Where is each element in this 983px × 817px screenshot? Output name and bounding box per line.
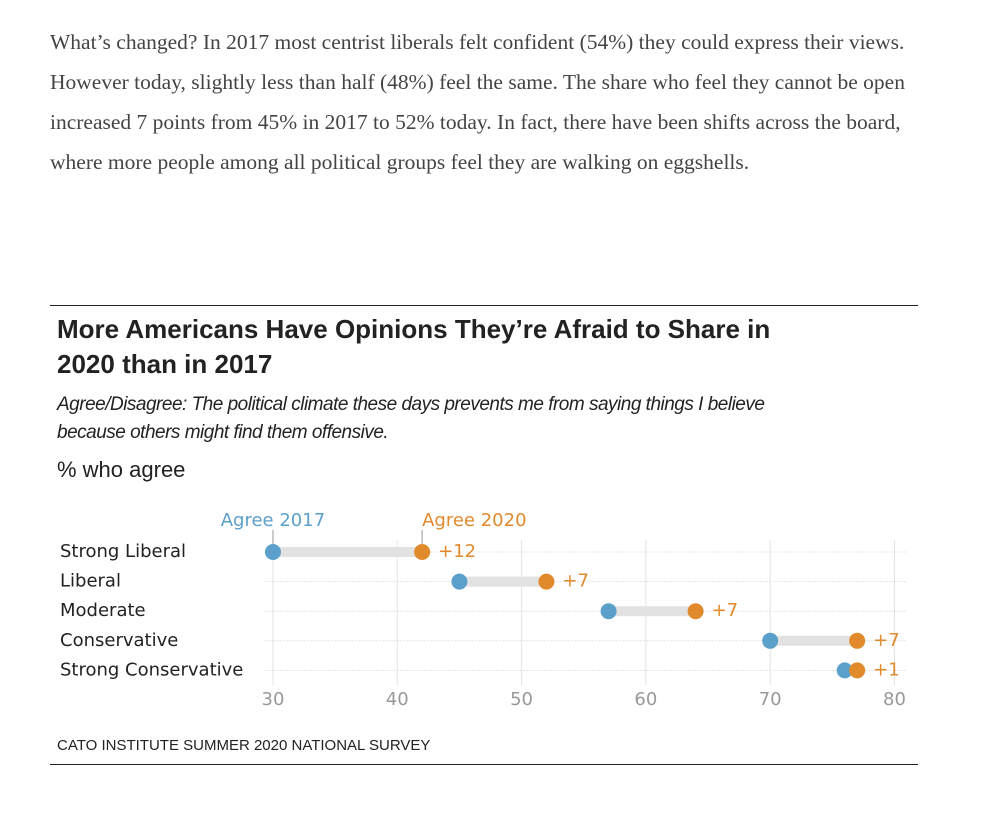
source: CATO INSTITUTE SUMMER 2020 NATIONAL SURV… [57, 737, 431, 754]
change-label: +12 [438, 541, 476, 562]
dot [538, 573, 555, 590]
x-tick-label: 70 [759, 689, 782, 710]
x-tick-label: 60 [634, 689, 657, 710]
dot [600, 603, 617, 620]
chart-title: More Americans Have Opinions They’re Afr… [57, 314, 771, 379]
dot [451, 573, 468, 590]
x-tick-label: 40 [386, 689, 409, 710]
category-label: Strong Liberal [60, 541, 186, 562]
change-label: +7 [562, 571, 589, 592]
article-paragraph: What’s changed? In 2017 most centrist li… [50, 30, 905, 174]
connector [272, 547, 423, 557]
axis-label: % who agree [57, 457, 186, 482]
x-tick-label: 80 [883, 689, 906, 710]
legend-label: Agree 2017 [221, 510, 325, 531]
category-label: Moderate [60, 600, 146, 621]
change-label: +1 [873, 659, 900, 680]
dot [687, 603, 704, 620]
dot [849, 632, 866, 649]
x-tick-label: 30 [262, 689, 285, 710]
bottom-rule [50, 764, 918, 765]
dot [264, 544, 281, 560]
x-tick-label: 50 [510, 689, 533, 710]
connector [608, 606, 696, 617]
dot [414, 544, 431, 560]
dot [836, 662, 853, 679]
connector [459, 576, 547, 587]
change-label: +7 [712, 600, 739, 621]
dot [849, 662, 866, 679]
category-label: Strong Conservative [60, 659, 243, 680]
dot [762, 632, 779, 649]
chart: 30 40 50 60 70 80 Strong Liberal Liberal Moderat… [60, 510, 907, 710]
chart-subtitle: Agree/Disagree: The political climate th… [57, 394, 765, 443]
legend-label: Agree 2020 [422, 510, 526, 531]
change-label: +7 [873, 630, 900, 651]
category-label: Conservative [60, 630, 178, 651]
top-rule [50, 305, 918, 306]
connector [770, 635, 858, 646]
category-label: Liberal [60, 571, 121, 592]
